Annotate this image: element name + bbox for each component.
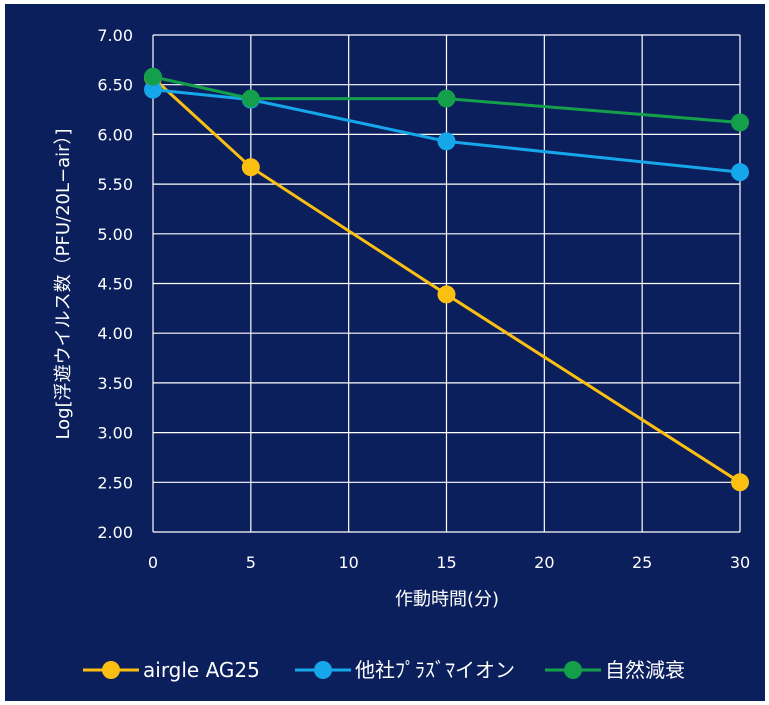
legend-label: airgle AG25 <box>143 658 260 682</box>
x-tick-label: 5 <box>246 553 256 572</box>
y-tick-label: 6.00 <box>97 125 133 144</box>
y-axis-ticks: 2.00 2.50 3.00 3.50 4.00 4.50 5.00 5.50 6.00 6.50… <box>97 26 133 542</box>
y-tick-label: 6.50 <box>97 76 133 95</box>
legend: airgle AG25 他社ﾌﾟﾗｽﾞﾏイオン 自然減衰 <box>83 658 685 682</box>
x-axis-label: 作動時間(分) <box>395 589 499 610</box>
x-tick-label: 10 <box>338 553 358 572</box>
data-point <box>437 132 456 151</box>
data-point <box>241 89 260 108</box>
y-tick-label: 3.50 <box>97 374 133 393</box>
series-line <box>152 88 741 174</box>
data-point <box>731 473 749 492</box>
x-tick-label: 25 <box>632 553 652 572</box>
legend-item: airgle AG25 <box>83 658 260 682</box>
data-point <box>144 80 162 99</box>
legend-label: 他社ﾌﾟﾗｽﾞﾏイオン <box>355 658 515 682</box>
series-2 <box>144 67 749 132</box>
data-point <box>437 89 456 108</box>
x-tick-label: 30 <box>730 553 750 572</box>
x-tick-label: 15 <box>436 553 456 572</box>
data-point <box>437 285 456 304</box>
grid-lines <box>152 34 741 533</box>
series-line <box>151 76 741 484</box>
y-tick-label: 3.00 <box>97 424 133 443</box>
line-chart: 2.00 2.50 3.00 3.50 4.00 4.50 5.00 5.50 6.00 6.50… <box>53 26 750 682</box>
legend-marker <box>314 661 332 679</box>
data-point <box>144 67 162 86</box>
legend-marker <box>564 661 582 679</box>
data-point <box>731 113 749 132</box>
series-group <box>144 67 749 492</box>
legend-marker <box>102 661 120 679</box>
series-line <box>152 75 741 124</box>
y-tick-label: 7.00 <box>97 26 133 45</box>
y-tick-label: 2.50 <box>97 473 133 492</box>
x-tick-label: 20 <box>534 553 554 572</box>
y-tick-label: 5.00 <box>97 225 133 244</box>
y-axis-label: Log[浮遊ウイルス数（PFU/20L−air）] <box>53 128 74 439</box>
data-point <box>731 163 749 182</box>
legend-item: 他社ﾌﾟﾗｽﾞﾏイオン <box>295 658 515 682</box>
x-tick-label: 0 <box>148 553 158 572</box>
y-tick-label: 4.00 <box>97 324 133 343</box>
y-tick-label: 2.00 <box>97 523 133 542</box>
legend-label: 自然減衰 <box>605 658 685 682</box>
chart-panel: 2.00 2.50 3.00 3.50 4.00 4.50 5.00 5.50 6.00 6.50… <box>5 4 765 701</box>
y-tick-label: 4.50 <box>97 275 133 294</box>
x-axis-ticks: 0 5 10 15 20 25 30 <box>148 553 750 572</box>
y-tick-label: 5.50 <box>97 175 133 194</box>
data-point <box>241 158 260 177</box>
legend-item: 自然減衰 <box>545 658 685 682</box>
